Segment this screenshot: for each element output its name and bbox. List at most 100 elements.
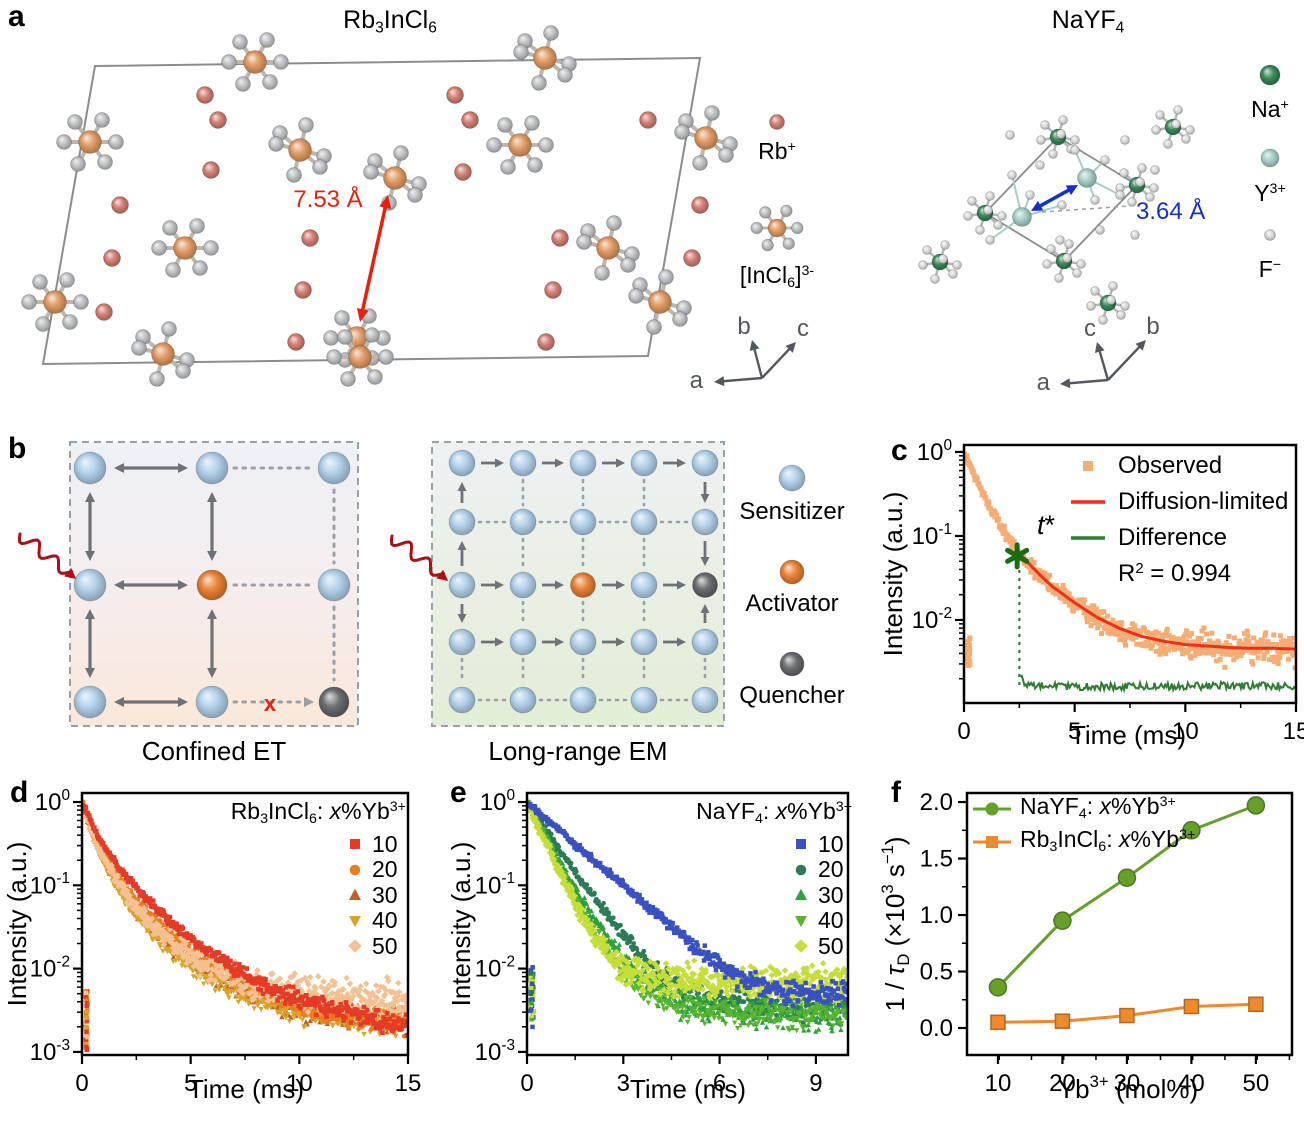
legend-entry-label: 30: [818, 881, 844, 908]
legend-label-na: Na+: [1251, 96, 1289, 122]
svg-text:c: c: [1084, 315, 1096, 342]
legend-title: Rb3InCl6: x%Yb3+: [230, 798, 406, 827]
legend-marker-triangle-down: [792, 913, 810, 929]
legend-marker-line: [1066, 494, 1110, 510]
legend-entry-label: 50: [372, 932, 398, 959]
svg-text:15: 15: [1283, 718, 1304, 745]
legend-marker-diamond: [792, 938, 810, 954]
panel-label-f: f: [891, 776, 901, 809]
svg-text:15: 15: [395, 1070, 422, 1097]
legend-label-quencher: Quencher: [739, 682, 845, 709]
distance-label-753: 7.53 Å: [293, 186, 363, 213]
legend-label-f: F−: [1258, 256, 1282, 282]
axis-triad-right: a c b: [1037, 313, 1160, 396]
legend-entry: 20: [214, 857, 406, 883]
legend-entry-label: 10: [818, 830, 844, 857]
legend-entry-label: 20: [818, 856, 844, 883]
diagram-confined-et: x: [17, 441, 359, 727]
svg-text:10-2: 10-2: [912, 605, 952, 634]
panel-label-e: e: [450, 776, 467, 809]
legend-entry: Difference: [1066, 520, 1288, 556]
legend-marker-triangle: [346, 887, 364, 903]
legend-entry-label: Observed: [1118, 452, 1223, 479]
caption-long-range-em: Long-range EM: [488, 736, 668, 766]
svg-text:a: a: [690, 367, 704, 394]
svg-text:5: 5: [1068, 718, 1081, 745]
legend-marker-triangle-down: [346, 913, 364, 929]
legend-marker-line: [1066, 530, 1110, 546]
legend-entry-label: NaYF4: x%Yb3+: [1020, 793, 1176, 823]
legend-entry: 10: [214, 832, 406, 858]
svg-text:b: b: [737, 313, 750, 340]
svg-text:0: 0: [957, 718, 970, 745]
svg-text:Intensity (a.u.): Intensity (a.u.): [2, 842, 32, 1007]
legend-marker-line-circle: [972, 801, 1012, 817]
legend-marker-square: [792, 836, 810, 852]
svg-text:5: 5: [184, 1070, 197, 1097]
panel-label-a: a: [8, 0, 25, 33]
legend-entry-label: Rb3InCl6: x%Yb3+: [1020, 826, 1196, 856]
legend-marker-square: [346, 836, 364, 852]
svg-text:100: 100: [35, 787, 70, 816]
crystal-structure-rb3incl6: a b c: [21, 25, 809, 394]
legend-marker-diamond: [346, 938, 364, 954]
legend-entry-label: 40: [818, 907, 844, 934]
legend-entry: NaYF4: x%Yb3+: [972, 792, 1195, 825]
caption-confined-et: Confined ET: [141, 736, 287, 766]
legend-entry: Observed: [1066, 448, 1288, 484]
legend-entry-label: 10: [372, 830, 398, 857]
legend-entry: 10: [660, 832, 852, 858]
legend-marker-circle: [792, 862, 810, 878]
legend-entry: 30: [214, 883, 406, 909]
svg-text:0: 0: [75, 1070, 88, 1097]
svg-text:b: b: [1146, 313, 1159, 340]
legend-entry-label: Diffusion-limited: [1118, 488, 1289, 515]
legend-marker-circle: [346, 862, 364, 878]
svg-text:100: 100: [917, 437, 952, 466]
distance-label-364: 3.64 Å: [1136, 198, 1206, 225]
diagram-long-range-em: [389, 441, 806, 727]
svg-text:Time (ms): Time (ms): [188, 1074, 304, 1104]
legend-label-y: Y3+: [1254, 180, 1286, 206]
legend-label-sensitizer: Sensitizer: [739, 498, 845, 525]
crystal-structure-nayf4: a c b: [918, 64, 1281, 396]
legend-entry: 40: [214, 908, 406, 934]
svg-text:10-1: 10-1: [912, 521, 952, 550]
legend-entry: Diffusion-limited: [1066, 484, 1288, 520]
legend-marker-line-square: [972, 834, 1012, 850]
panel-label-d: d: [10, 776, 29, 809]
legend-entry-label: 20: [372, 856, 398, 883]
legend-entry-label: Difference: [1118, 524, 1227, 551]
svg-text:Intensity (a.u.): Intensity (a.u.): [878, 492, 908, 657]
legend-entry: Rb3InCl6: x%Yb3+: [972, 825, 1195, 858]
legend-marker-none: [1066, 566, 1110, 582]
svg-text:x: x: [264, 691, 277, 716]
legend-entry: 50: [660, 934, 852, 960]
legend-entry: 20: [660, 857, 852, 883]
legend-label-incl6: [InCl6]3-: [739, 262, 815, 291]
legend-title: NaYF4: x%Yb3+: [696, 798, 852, 827]
chart-c: t* 0 5 10 15 100 10-1 10-2 Time (ms) Intensity (a…: [878, 437, 1304, 750]
svg-text:Time (ms): Time (ms): [1070, 720, 1186, 750]
legend-entry: 40: [660, 908, 852, 934]
legend-entry-label: 50: [818, 932, 844, 959]
legend-marker-triangle: [792, 887, 810, 903]
legend-label-activator: Activator: [745, 590, 839, 617]
legend-entry: 50: [214, 934, 406, 960]
svg-text:10-1: 10-1: [30, 870, 70, 899]
legend-entry: 30: [660, 883, 852, 909]
svg-text:10-3: 10-3: [30, 1037, 70, 1066]
legend-e: NaYF4: x%Yb3+ 10 20 30 40 50: [660, 800, 852, 959]
legend-entry: R2 = 0.994: [1066, 556, 1288, 592]
svg-text:10: 10: [1172, 718, 1199, 745]
panel-label-b: b: [8, 432, 27, 465]
structure-title-rb3incl6: Rb3InCl6: [343, 6, 437, 37]
axis-triad-left: a b c: [690, 313, 809, 394]
svg-text:c: c: [797, 315, 809, 342]
legend-entry-label: 40: [372, 907, 398, 934]
legend-label-rb: Rb+: [758, 138, 796, 164]
